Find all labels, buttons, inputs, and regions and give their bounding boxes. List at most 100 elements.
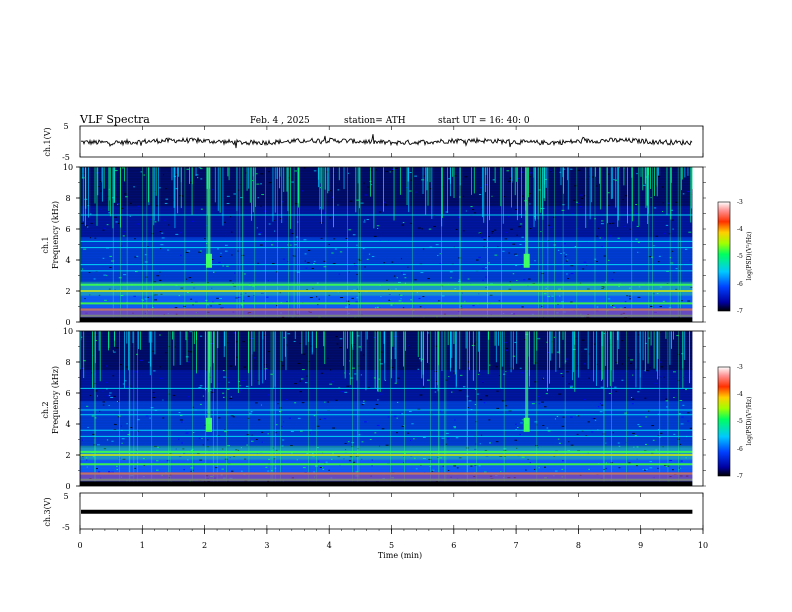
spectrogram-speckle [649, 461, 653, 463]
spectrogram-speckle [282, 421, 285, 423]
spectrogram-speckle [690, 287, 694, 289]
spectrogram-row [80, 416, 693, 420]
spectrogram-speckle [256, 183, 260, 185]
spectrogram-row [80, 436, 693, 440]
spectrogram-speckle [357, 365, 360, 367]
spectrogram-row [80, 434, 693, 438]
spectrogram-speckle [485, 276, 488, 278]
spectrogram-speckle [611, 278, 614, 280]
spectrogram-speckle [517, 178, 521, 180]
spectrogram-row [80, 198, 693, 202]
spectrogram-speckle [348, 271, 350, 273]
spectrogram-speckle [307, 249, 311, 251]
spectrogram-speckle [97, 444, 100, 446]
spectrogram-speckle [212, 301, 214, 303]
spectrogram-speckle [498, 374, 501, 376]
spectrogram-speckle [478, 373, 480, 375]
spectrogram-speckle [597, 406, 600, 408]
spectrogram-row [80, 200, 693, 204]
spectrogram-speckle [570, 168, 573, 170]
spectrogram-speckle [659, 432, 663, 434]
spectrogram-speckle [638, 334, 640, 336]
freq-tick-label: 6 [65, 389, 70, 398]
spectrogram-speckle [362, 402, 365, 404]
spectrogram-speckle [162, 399, 164, 401]
spectrogram-speckle [460, 305, 462, 307]
spectrogram-speckle [350, 377, 354, 379]
spectrogram-speckle [568, 383, 570, 385]
spectrogram-speckle [393, 275, 396, 277]
spectrogram-speckle [596, 185, 598, 187]
spectrogram-speckle [346, 385, 350, 387]
spectrogram-row [80, 221, 693, 225]
spectrogram-speckle [105, 381, 108, 383]
spectrogram-speckle [489, 442, 491, 444]
spectrogram-speckle [267, 458, 271, 460]
spectrogram-speckle [123, 274, 127, 276]
spectrogram-row [80, 216, 693, 220]
spectrogram-speckle [603, 237, 607, 239]
spectrogram-speckle [156, 275, 160, 277]
spectrogram-speckle [588, 468, 590, 470]
spectrogram-speckle [209, 389, 212, 391]
spectrogram-speckle [134, 371, 137, 373]
spectrogram-speckle [323, 266, 327, 268]
spectrogram-speckle [572, 213, 574, 215]
spectrogram-speckle [438, 300, 440, 302]
spectrogram-speckle [233, 332, 236, 334]
spectrogram-speckle [534, 381, 537, 383]
spectrogram-speckle [520, 171, 524, 173]
spectrogram-speckle [682, 193, 685, 195]
spectrogram-speckle [453, 465, 457, 467]
spectrogram-speckle [353, 289, 357, 291]
spectrogram-speckle [361, 458, 363, 460]
spectrogram-speckle [349, 200, 353, 202]
spectrogram-row [80, 336, 693, 340]
spectrogram-speckle [371, 465, 373, 467]
spectrogram-speckle [566, 383, 569, 385]
spectrogram-speckle [332, 262, 336, 264]
spectrogram-speckle [186, 168, 190, 170]
spectrogram-speckle [531, 403, 535, 405]
spectrogram-row [80, 338, 693, 342]
spectrogram-speckle [399, 413, 402, 415]
freq-tick-label: 8 [65, 358, 70, 367]
spectrogram-speckle [312, 287, 314, 289]
spectrogram-speckle [453, 175, 457, 177]
spectrogram-speckle [333, 238, 336, 240]
spectrogram-row [80, 343, 693, 347]
spectrogram-speckle [519, 243, 522, 245]
spectrogram-speckle [97, 471, 101, 473]
spectrogram-speckle [271, 244, 274, 246]
spectrogram-speckle [136, 449, 138, 451]
spectrogram-speckle [157, 446, 160, 448]
spectrogram-row [80, 356, 693, 360]
date-label: Feb. 4 , 2025 [250, 116, 310, 126]
spectrogram-speckle [246, 444, 248, 446]
spectrogram-speckle [534, 421, 538, 423]
spectrogram-speckle [538, 403, 541, 405]
spectrogram-row [80, 418, 693, 422]
spectrogram-row [80, 444, 693, 448]
spectrogram-speckle [635, 212, 639, 214]
spectrogram-speckle [647, 410, 650, 412]
spectrogram-blank [692, 167, 703, 322]
spectrogram-row [80, 190, 693, 194]
start-time-label: start UT = 16: 40: 0 [438, 116, 530, 126]
spectrogram-speckle [561, 425, 565, 427]
spectrogram-speckle [505, 371, 507, 373]
ch3-ytick-bottom: -5 [62, 523, 70, 532]
spectrogram-speckle [604, 281, 607, 283]
spectrogram-speckle [528, 200, 530, 202]
spectrogram-speckle [535, 445, 538, 447]
spectrogram-speckle [316, 296, 318, 298]
spectrogram-speckle [297, 417, 301, 419]
spectrogram-speckle [337, 456, 340, 458]
spectrogram-speckle [570, 385, 573, 387]
spectrogram-speckle [242, 379, 245, 381]
spectrogram-speckle [537, 338, 541, 340]
spectrogram-speckle [565, 360, 567, 362]
spectrogram-speckle [282, 439, 285, 441]
spectrogram-speckle [271, 263, 275, 265]
spectrogram-speckle [112, 375, 115, 377]
